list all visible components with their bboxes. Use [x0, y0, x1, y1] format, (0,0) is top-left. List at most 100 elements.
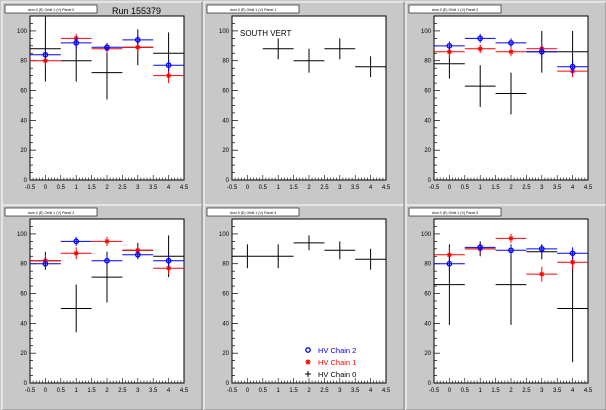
x-tick-label: 3 [338, 185, 342, 191]
x-tick-label: 0.5 [461, 388, 470, 394]
y-tick-label: 80 [222, 262, 229, 268]
data-marker [508, 49, 514, 55]
x-tick-label: 2 [307, 185, 311, 191]
data-marker [446, 42, 453, 49]
data-point [464, 65, 496, 107]
x-tick-label: 0 [44, 185, 48, 191]
x-tick-label: 3.5 [149, 185, 158, 191]
series-hv-chain-2 [30, 236, 184, 270]
data-point [355, 56, 386, 78]
data-point [526, 45, 558, 58]
data-point [434, 256, 465, 272]
y-tick-label: 40 [222, 118, 229, 124]
chart-panel-5: dom 0 (E) Orbit 1 (V) Panel 502040608010… [405, 204, 606, 410]
data-marker [134, 37, 141, 43]
y-tick-label: 20 [424, 351, 431, 357]
y-tick-label: 20 [424, 148, 431, 154]
x-tick-label: 1 [479, 185, 483, 191]
y-tick-label: 0 [226, 381, 230, 387]
series-hv-chain-2 [434, 33, 588, 73]
x-tick-label: 0.5 [461, 185, 470, 191]
y-tick-label: 60 [20, 89, 27, 95]
data-marker [135, 44, 141, 50]
y-tick-label: 80 [222, 59, 229, 65]
x-tick-label: 2 [105, 185, 109, 191]
x-tick-label: -0.5 [429, 185, 440, 191]
legend-label: HV Chain 2 [318, 346, 356, 355]
series-hv-chain-0 [232, 235, 386, 270]
data-marker [42, 51, 49, 58]
legend-label: HV Chain 1 [318, 358, 356, 367]
x-tick-label: 1.5 [87, 185, 96, 191]
data-marker [165, 62, 172, 69]
data-marker [477, 46, 483, 52]
data-point [526, 266, 558, 282]
y-tick-label: 60 [424, 89, 431, 95]
panel-bevel-light [203, 204, 404, 410]
data-point [30, 50, 61, 60]
panel-title: dom 0 (E) Orbit 1 (V) Panel 5 [432, 211, 479, 215]
y-tick-label: 100 [219, 232, 230, 238]
x-tick-label: 0.5 [57, 185, 66, 191]
data-marker [477, 35, 484, 42]
x-tick-label: 0.5 [57, 388, 66, 394]
y-tick-label: 60 [222, 89, 229, 95]
data-marker [305, 359, 311, 365]
data-marker [570, 259, 576, 265]
data-point [495, 72, 527, 115]
data-point [526, 244, 558, 254]
y-tick-label: 80 [20, 262, 27, 268]
x-tick-label: 4.5 [382, 185, 391, 191]
x-tick-label: 0 [448, 388, 452, 394]
panel-bevel-dark [2, 205, 203, 410]
data-point [122, 250, 154, 260]
x-tick-label: 4.5 [180, 388, 189, 394]
data-point [30, 16, 61, 82]
panel-bevel-light [405, 204, 606, 410]
x-tick-label: 3 [136, 388, 140, 394]
data-marker [42, 260, 49, 267]
data-point [91, 256, 123, 266]
data-marker [508, 235, 514, 241]
panel-bevel-light [203, 1, 404, 207]
data-marker [569, 250, 576, 257]
x-tick-label: 3 [136, 185, 140, 191]
data-marker [104, 44, 110, 51]
y-tick-label: 80 [20, 59, 27, 65]
title-box [408, 207, 502, 217]
data-point [355, 248, 386, 270]
data-point [30, 257, 61, 270]
panel-title: dom 0 (E) Orbit 1 (V) Panel 4 [230, 211, 277, 215]
x-tick-label: 4 [571, 185, 575, 191]
data-point [91, 236, 123, 246]
run-label: Run 155379 [112, 6, 161, 16]
x-tick-label: 0 [246, 185, 250, 191]
y-tick-label: 20 [222, 148, 229, 154]
data-point [495, 233, 527, 243]
data-point [557, 254, 588, 363]
x-tick-label: 3 [540, 185, 544, 191]
data-marker [166, 265, 172, 271]
y-tick-label: 100 [17, 232, 28, 238]
data-point [60, 284, 92, 333]
data-point [60, 247, 92, 260]
y-tick-label: 100 [17, 29, 28, 35]
panel-annotation: SOUTH VERT [240, 29, 292, 38]
y-tick-label: 60 [424, 292, 431, 298]
y-tick-label: 60 [20, 292, 27, 298]
y-tick-label: 100 [421, 232, 432, 238]
data-point [293, 235, 325, 251]
x-tick-label: 4.5 [584, 185, 593, 191]
x-tick-label: 1.5 [491, 185, 500, 191]
data-marker [305, 347, 311, 353]
x-tick-label: -0.5 [227, 185, 238, 191]
y-tick-label: 20 [222, 351, 229, 357]
x-tick-label: 3.5 [149, 388, 158, 394]
y-tick-label: 40 [424, 118, 431, 124]
legend-marker-plus [305, 371, 311, 377]
x-tick-label: 0.5 [259, 185, 268, 191]
data-point [495, 38, 527, 48]
data-marker [73, 250, 79, 256]
x-tick-label: 3 [338, 388, 342, 394]
panel-title: dom 0 (E) Orbit 1 (V) Panel 3 [28, 211, 75, 215]
